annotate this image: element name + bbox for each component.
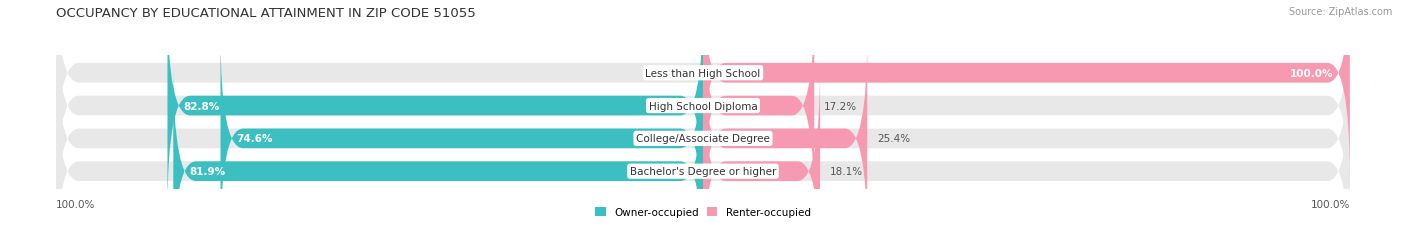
- Text: 17.2%: 17.2%: [824, 101, 858, 111]
- Text: 0.0%: 0.0%: [666, 68, 693, 78]
- Legend: Owner-occupied, Renter-occupied: Owner-occupied, Renter-occupied: [591, 203, 815, 221]
- FancyBboxPatch shape: [703, 34, 868, 231]
- Text: 81.9%: 81.9%: [190, 167, 225, 176]
- FancyBboxPatch shape: [56, 2, 1350, 211]
- Text: Source: ZipAtlas.com: Source: ZipAtlas.com: [1288, 7, 1392, 17]
- Text: 82.8%: 82.8%: [184, 101, 219, 111]
- Text: 100.0%: 100.0%: [56, 199, 96, 209]
- Text: OCCUPANCY BY EDUCATIONAL ATTAINMENT IN ZIP CODE 51055: OCCUPANCY BY EDUCATIONAL ATTAINMENT IN Z…: [56, 7, 477, 20]
- FancyBboxPatch shape: [703, 67, 820, 231]
- Text: 18.1%: 18.1%: [830, 167, 863, 176]
- Text: Less than High School: Less than High School: [645, 68, 761, 78]
- FancyBboxPatch shape: [56, 34, 1350, 231]
- Text: 100.0%: 100.0%: [1291, 68, 1334, 78]
- FancyBboxPatch shape: [173, 67, 703, 231]
- Text: 100.0%: 100.0%: [1310, 199, 1350, 209]
- FancyBboxPatch shape: [56, 0, 1350, 178]
- FancyBboxPatch shape: [703, 2, 814, 211]
- FancyBboxPatch shape: [167, 2, 703, 211]
- FancyBboxPatch shape: [221, 34, 703, 231]
- FancyBboxPatch shape: [56, 67, 1350, 231]
- Text: High School Diploma: High School Diploma: [648, 101, 758, 111]
- Text: College/Associate Degree: College/Associate Degree: [636, 134, 770, 144]
- FancyBboxPatch shape: [703, 0, 1350, 178]
- Text: 25.4%: 25.4%: [877, 134, 910, 144]
- Text: Bachelor's Degree or higher: Bachelor's Degree or higher: [630, 167, 776, 176]
- Text: 74.6%: 74.6%: [236, 134, 273, 144]
